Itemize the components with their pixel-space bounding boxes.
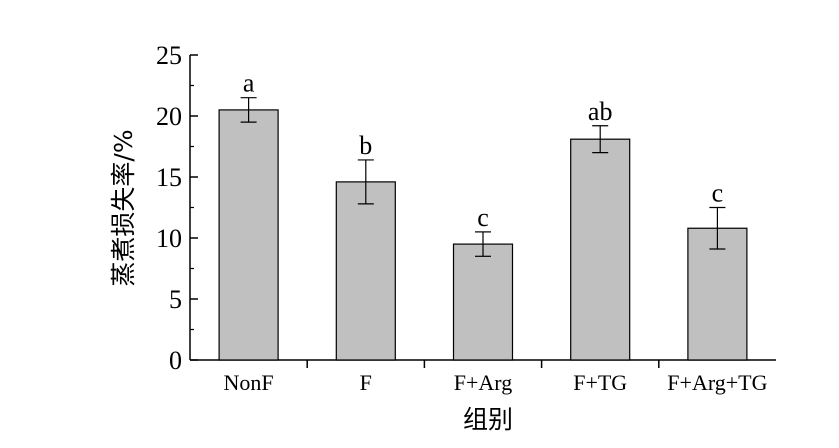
y-tick-label: 10 <box>156 224 182 253</box>
y-axis: 0 5 10 15 20 25 <box>156 41 198 375</box>
y-tick-label: 15 <box>156 163 182 192</box>
significance-label: b <box>359 131 372 160</box>
significance-label: ab <box>588 97 613 126</box>
bar <box>452 243 514 361</box>
y-axis-title: 蒸煮损失率/% <box>109 129 138 286</box>
y-tick-label: 5 <box>169 285 182 314</box>
x-axis: NonF F F+Arg F+TG F+Arg+TG <box>190 359 776 395</box>
y-tick-label: 25 <box>156 41 182 70</box>
y-tick-label: 0 <box>169 346 182 375</box>
bar <box>687 227 748 361</box>
x-tick-label: F+Arg <box>454 370 512 395</box>
x-tick-label: NonF <box>224 370 274 395</box>
x-tick-label: F <box>360 370 372 395</box>
bar <box>218 109 279 361</box>
significance-label: c <box>477 203 489 232</box>
significance-label: a <box>243 69 255 98</box>
x-tick-label: F+TG <box>573 370 627 395</box>
y-tick-label: 20 <box>156 102 182 131</box>
significance-label: c <box>712 179 724 208</box>
x-tick-label: F+Arg+TG <box>667 370 767 395</box>
bar <box>335 181 396 361</box>
bar <box>570 138 631 361</box>
x-axis-title: 组别 <box>463 405 513 434</box>
